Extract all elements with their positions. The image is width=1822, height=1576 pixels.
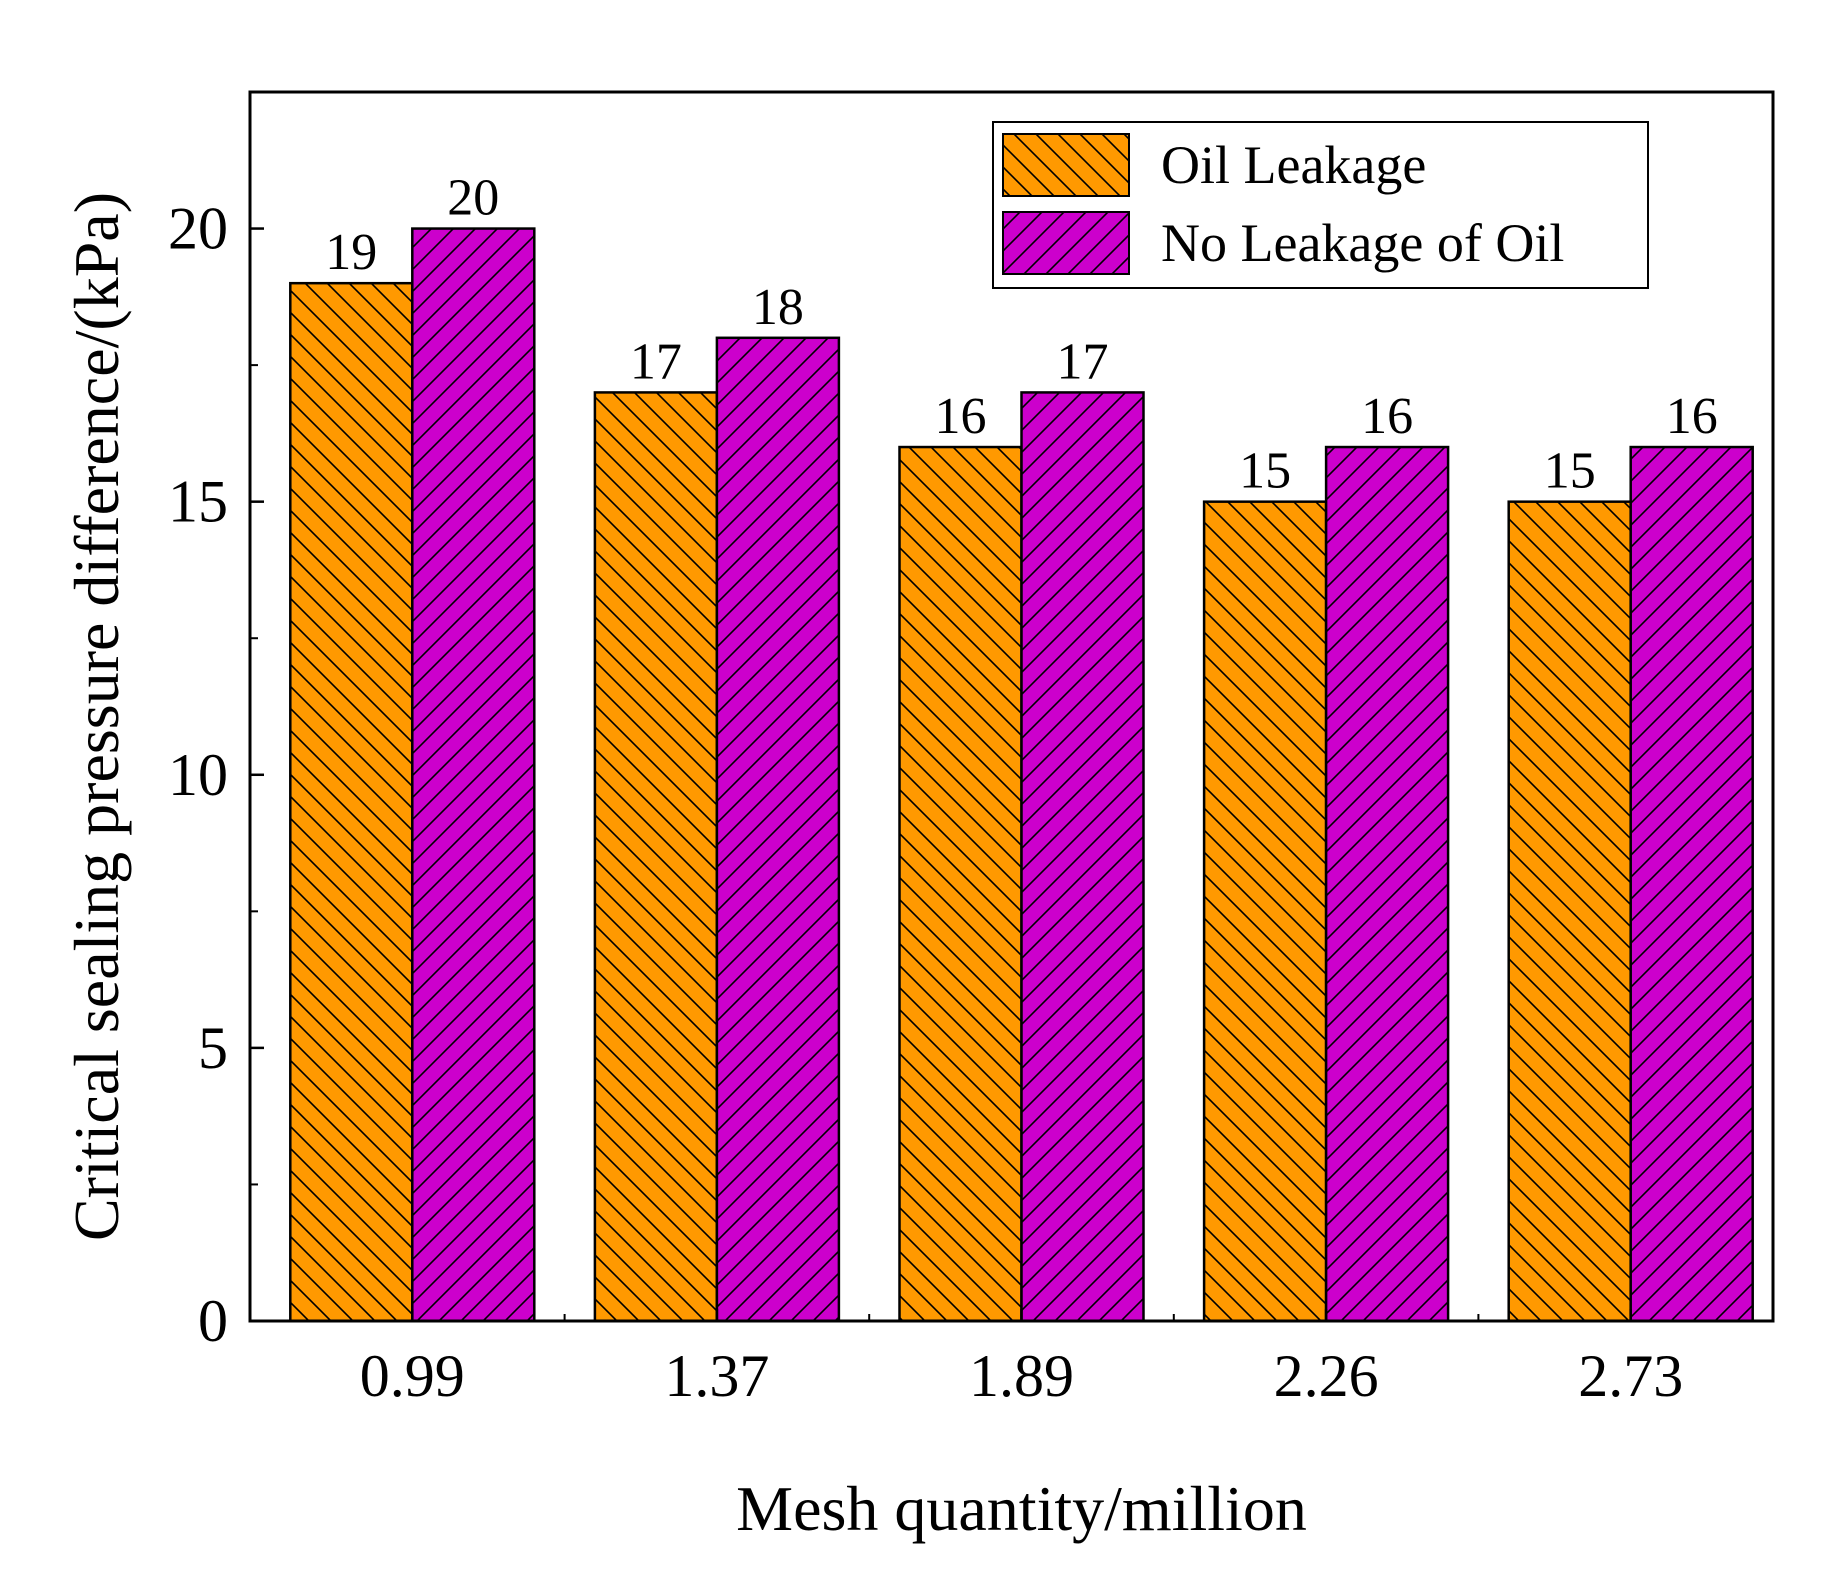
x-tick-label-1.89: 1.89	[969, 1343, 1074, 1409]
x-tick-label-1.37: 1.37	[664, 1343, 769, 1409]
bar-hatch-1-1.37	[593, 391, 719, 1323]
bar-hatch-2-1.89	[1020, 391, 1145, 1323]
data-label-2-2.73: 16	[1666, 388, 1718, 445]
y-tick-label-20: 20	[168, 196, 228, 262]
x-tick-label-2.26: 2.26	[1274, 1343, 1379, 1409]
y-tick-label-15: 15	[168, 469, 228, 535]
bar-hatch-2-2.73	[1629, 445, 1754, 1323]
data-label-2-1.89: 17	[1057, 333, 1109, 390]
legend-swatch-hatch-1	[1002, 133, 1130, 197]
legend-label-2: No Leakage of Oil	[1161, 213, 1564, 273]
data-label-1-1.89: 16	[935, 388, 987, 445]
bar-hatch-1-2.73	[1507, 500, 1632, 1323]
legend-label-1: Oil Leakage	[1161, 135, 1426, 195]
data-label-1-1.37: 17	[630, 333, 682, 390]
bar-hatch-1-0.99	[289, 281, 414, 1323]
y-tick-label-0: 0	[198, 1288, 228, 1354]
data-label-1-0.99: 19	[325, 224, 377, 281]
y-axis-title: Critical sealing pressure difference/(kP…	[61, 192, 132, 1241]
bar-hatch-1-1.89	[898, 445, 1023, 1323]
data-label-2-0.99: 20	[447, 170, 499, 227]
bar-hatch-1-2.26	[1202, 500, 1328, 1323]
bar-hatch-2-2.26	[1324, 445, 1450, 1323]
data-label-2-1.37: 18	[752, 279, 804, 336]
y-tick-label-5: 5	[198, 1015, 228, 1081]
bar-hatch-2-0.99	[411, 227, 536, 1323]
legend-swatch-hatch-2	[1002, 211, 1130, 275]
plot-frame	[248, 90, 1775, 1323]
x-tick-label-2.73: 2.73	[1578, 1343, 1683, 1409]
x-tick-label-0.99: 0.99	[360, 1343, 465, 1409]
bar-hatch-2-1.37	[715, 336, 841, 1323]
data-label-1-2.26: 15	[1239, 443, 1291, 500]
data-label-2-2.26: 16	[1361, 388, 1413, 445]
data-label-1-2.73: 15	[1544, 443, 1596, 500]
y-tick-label-10: 10	[168, 742, 228, 808]
x-axis-title: Mesh quantity/million	[736, 1473, 1307, 1544]
